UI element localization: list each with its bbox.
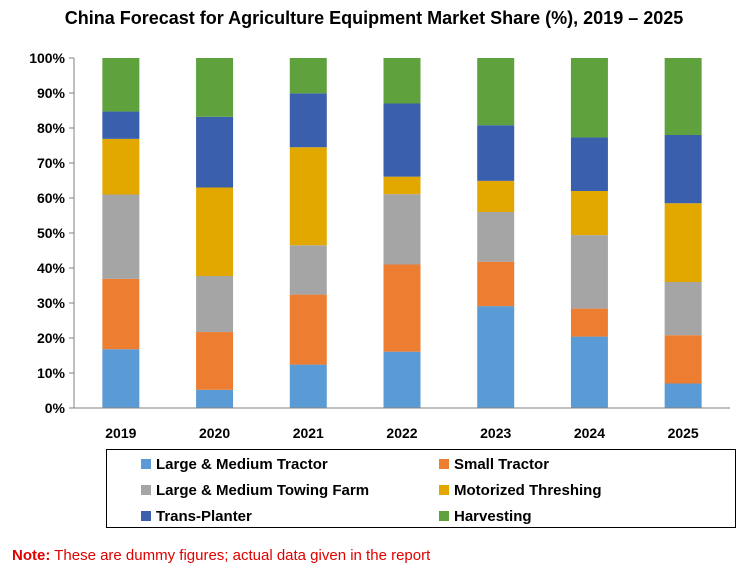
bar-segment [102, 111, 140, 139]
bar-segment [477, 125, 515, 181]
bar-segment [477, 58, 515, 126]
legend-label: Small Tractor [454, 455, 550, 473]
bar-segment [570, 58, 608, 138]
legend-item-motorized-threshing: Motorized Threshing [439, 480, 602, 500]
x-tick-label: 2022 [386, 425, 417, 441]
legend-item-trans-planter: Trans-Planter [141, 506, 252, 526]
bar-segment [289, 294, 327, 365]
y-axis: 0% 10% 20% 30% 40% 50% 60% 70% 80% 90% 100% [29, 50, 75, 416]
bar-segment [570, 308, 608, 337]
legend-swatch [141, 485, 151, 495]
y-tick-label: 70% [37, 155, 66, 171]
y-tick-label: 100% [29, 50, 65, 66]
footnote: Note: These are dummy figures; actual da… [12, 547, 430, 564]
bar-segment [102, 194, 140, 279]
x-tick-label: 2025 [668, 425, 699, 441]
stacked-bar-chart: 0%10%20%30%40%50%60%70%80%90%100% 2019 20… [29, 50, 730, 441]
bar-segment [383, 351, 421, 408]
bar-segment [664, 58, 702, 135]
footnote-text: These are dummy figures; actual data giv… [50, 547, 431, 564]
bar-segment [383, 103, 421, 177]
bar-segment [102, 138, 140, 195]
bar-segment [570, 137, 608, 191]
legend-swatch [141, 459, 151, 469]
y-tick-label: 80% [37, 120, 66, 136]
bar-segment [289, 147, 327, 246]
bar-segment [289, 364, 327, 408]
legend-item-small-tractor: Small Tractor [439, 454, 549, 474]
bar-segment [664, 135, 702, 204]
bar-segment [664, 282, 702, 336]
x-tick-label: 2019 [105, 425, 136, 441]
legend-swatch [141, 511, 151, 521]
bar-segment [196, 332, 234, 390]
bar-segment [477, 261, 515, 307]
legend-item-large-medium-tractor: Large & Medium Tractor [141, 454, 328, 474]
bar-segment [289, 93, 327, 148]
bar-segment [102, 349, 140, 408]
bar-segment [664, 203, 702, 282]
y-tick-label: 60% [37, 190, 66, 206]
legend-swatch [439, 459, 449, 469]
y-tick-label: 90% [37, 85, 66, 101]
legend-item-harvesting: Harvesting [439, 506, 532, 526]
bar-segment [102, 58, 140, 112]
bar-segment [664, 383, 702, 408]
legend: Large & Medium Tractor Small Tractor Lar… [106, 449, 736, 528]
y-tick-label: 0% [45, 400, 66, 416]
bar-segment [196, 187, 234, 277]
bar-segment [196, 116, 234, 188]
bar-segment [196, 389, 234, 408]
bar-segment [102, 278, 140, 350]
bar-segment [196, 276, 234, 333]
x-tick-label: 2021 [293, 425, 324, 441]
x-tick-label: 2023 [480, 425, 511, 441]
y-tick-label: 20% [37, 330, 66, 346]
legend-label: Harvesting [454, 507, 532, 525]
x-tick-label: 2020 [199, 425, 230, 441]
legend-label: Large & Medium Towing Farm [156, 481, 370, 499]
y-tick-label: 10% [37, 365, 66, 381]
y-tick-label: 40% [37, 260, 66, 276]
x-tick-label: 2024 [574, 425, 605, 441]
y-tick-label: 50% [37, 225, 66, 241]
bar-segment [383, 58, 421, 104]
legend-item-large-medium-towing-farm: Large & Medium Towing Farm [141, 480, 369, 500]
chart-title: China Forecast for Agriculture Equipment… [64, 8, 684, 28]
bar-segment [477, 306, 515, 408]
legend-label: Motorized Threshing [454, 481, 602, 499]
bar-segment [289, 58, 327, 94]
x-axis: 2019 2020 2021 2022 2023 2024 2025 [74, 407, 730, 441]
bar-segment [664, 335, 702, 384]
bar-segment [477, 212, 515, 262]
bars [102, 58, 702, 408]
bar-segment [383, 264, 421, 352]
bar-segment [383, 194, 421, 265]
bar-segment [383, 176, 421, 195]
bar-segment [196, 58, 234, 117]
bar-segment [570, 191, 608, 236]
legend-swatch [439, 485, 449, 495]
legend-swatch [439, 511, 449, 521]
bar-segment [570, 235, 608, 309]
legend-label: Large & Medium Tractor [156, 455, 328, 473]
y-tick-label: 30% [37, 295, 66, 311]
bar-segment [289, 245, 327, 295]
footnote-prefix: Note: [12, 547, 51, 564]
legend-label: Trans-Planter [156, 507, 252, 525]
bar-segment [477, 180, 515, 212]
bar-segment [570, 336, 608, 408]
